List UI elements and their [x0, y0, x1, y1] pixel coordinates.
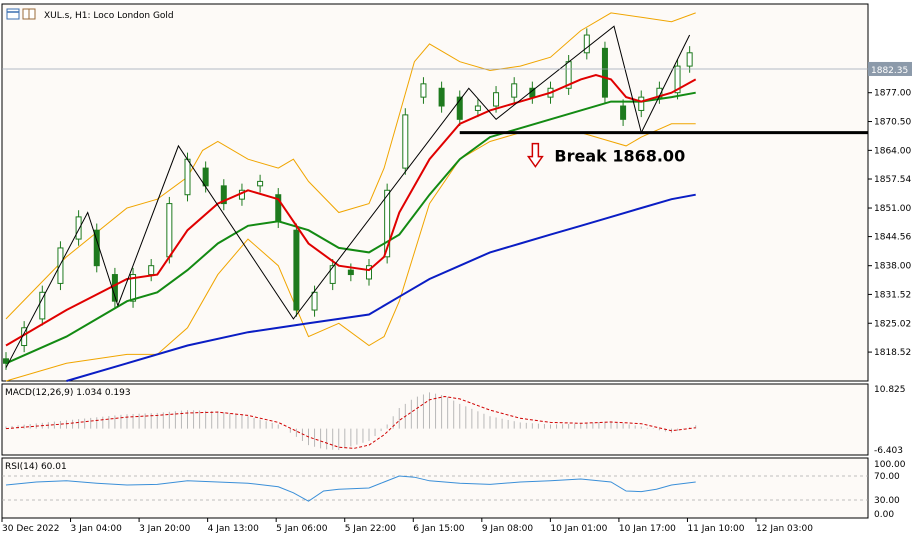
x-tick-label: 9 Jan 08:00: [482, 524, 534, 534]
ema-slow-line: [66, 193, 696, 382]
rsi-line: [5, 475, 696, 502]
candle: [620, 105, 627, 120]
chart-window-icon[interactable]: [6, 8, 20, 20]
rsi-y-tick-label: 100.00: [874, 460, 906, 470]
current-price-label-bg: [868, 61, 912, 76]
candle: [402, 114, 409, 169]
rsi-y-tick-label: 30.00: [874, 496, 900, 506]
candle: [347, 269, 354, 276]
break-annotation: Break 1868.00: [554, 147, 685, 166]
price-y-tick-label: 1825.02: [874, 319, 911, 329]
candle: [329, 265, 336, 284]
candle: [438, 87, 445, 107]
price-y-tick-label: 1877.00: [874, 89, 911, 99]
candle: [311, 291, 318, 311]
zigzag-line: [5, 25, 691, 368]
rsi-title: RSI(14) 60.01: [5, 462, 67, 472]
price-y-tick-label: 1870.50: [874, 118, 911, 128]
x-tick-label: 10 Jan 17:00: [619, 524, 676, 534]
candle: [75, 216, 82, 240]
candle: [638, 96, 645, 111]
bollinger-lower-line: [5, 123, 696, 382]
macd-title: MACD(12,26,9) 1.034 0.193: [5, 388, 131, 398]
candle: [57, 247, 64, 284]
x-tick-label: 5 Jan 06:00: [276, 524, 328, 534]
candle: [130, 274, 137, 302]
price-y-tick-label: 1831.52: [874, 290, 911, 300]
x-tick-label: 5 Jan 22:00: [345, 524, 397, 534]
x-tick-label: 30 Dec 2022: [2, 524, 60, 534]
ema-mid-line: [5, 91, 696, 365]
candle: [384, 189, 391, 258]
candle: [39, 291, 46, 320]
ema-fast-line: [5, 73, 697, 347]
price-y-tick-label: 1844.56: [874, 233, 911, 243]
current-price-label: 1882.35: [871, 66, 908, 76]
candle: [293, 229, 300, 311]
x-tick-label: 10 Jan 01:00: [550, 524, 607, 534]
candle: [420, 83, 427, 98]
candle: [220, 185, 227, 205]
candle: [184, 158, 191, 196]
down-arrow-icon: [526, 142, 544, 168]
macd-signal-line: [5, 395, 696, 449]
price-y-tick-label: 1838.00: [874, 262, 911, 272]
candle: [511, 83, 518, 98]
macd-panel: [1, 383, 869, 456]
x-tick-label: 11 Jan 10:00: [687, 524, 744, 534]
price-y-tick-label: 1857.54: [874, 175, 911, 185]
candle: [686, 52, 693, 67]
price-y-tick-label: 1864.00: [874, 146, 911, 156]
candle: [456, 96, 463, 120]
candle: [583, 34, 590, 54]
x-tick-label: 12 Jan 03:00: [756, 524, 813, 534]
candle: [674, 65, 681, 94]
candle: [474, 105, 481, 111]
candle: [202, 167, 209, 187]
macd-y-tick-label: -6.403: [874, 446, 903, 456]
candle: [366, 265, 372, 280]
macd-y-tick-label: 10.825: [874, 385, 906, 395]
x-tick-label: 3 Jan 04:00: [71, 524, 123, 534]
candle: [601, 47, 608, 98]
rsi-y-tick-label: 0.00: [874, 510, 894, 520]
price-y-tick-label: 1851.00: [874, 204, 911, 214]
rsi-panel: [1, 457, 869, 519]
candle: [493, 92, 500, 107]
price-panel: [1, 3, 869, 382]
candle: [148, 265, 155, 276]
candle: [166, 203, 173, 258]
candle: [257, 180, 264, 187]
chart-title: XUL.s, H1: Loco London Gold: [44, 11, 174, 21]
x-tick-label: 4 Jan 13:00: [208, 524, 260, 534]
price-y-tick-label: 1818.52: [874, 348, 911, 358]
x-tick-label: 3 Jan 20:00: [139, 524, 191, 534]
rsi-y-tick-label: 70.00: [874, 472, 900, 482]
x-tick-label: 6 Jan 15:00: [413, 524, 465, 534]
